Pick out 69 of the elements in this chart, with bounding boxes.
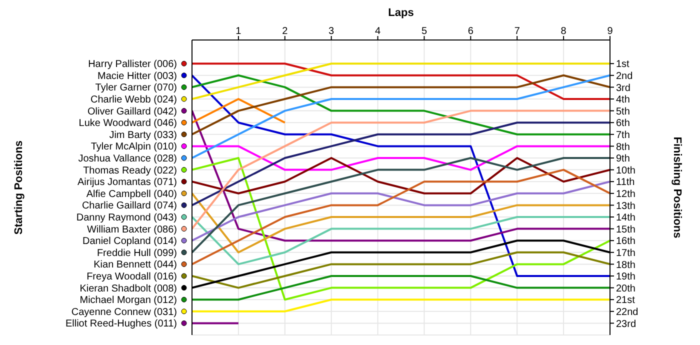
- legend-label: Thomas Ready (022): [83, 165, 177, 176]
- y2-tick-label: 19th: [616, 272, 636, 283]
- y2-tick-label: 8th: [616, 142, 630, 153]
- legend-label: Tyler Garner (070): [95, 82, 177, 94]
- y2-tick-label: 22nd: [616, 306, 638, 318]
- legend-label: Freya Woodall (016): [86, 272, 177, 282]
- legend-label: Airijus Jomantas (071): [78, 177, 177, 188]
- line-series: [192, 192, 610, 254]
- y2-tick-label: 12th: [616, 188, 636, 200]
- y2-tick-label: 13th: [616, 200, 636, 212]
- legend-label: Alfie Campbell (040): [86, 188, 177, 200]
- text: Starting Positions: [12, 140, 25, 235]
- y2-tick-label: 11th: [616, 177, 635, 188]
- x-tick-label: 7: [514, 26, 520, 37]
- legend-label: Cayenne Connew (031): [71, 306, 177, 318]
- legend-label: Jim Barty (033): [109, 130, 177, 141]
- x-tick-label: 3: [328, 26, 335, 37]
- x-tick-label: 1: [236, 26, 242, 37]
- line-series: [192, 74, 610, 136]
- x-tick-label: 2: [282, 26, 288, 37]
- legend-label: Freddie Hull (099): [96, 248, 177, 259]
- legend-label: Harry Pallister (006): [88, 59, 177, 70]
- line-series: [192, 168, 610, 266]
- legend-label: Joshua Vallance (028): [78, 154, 177, 164]
- x-tick-label: 4: [374, 26, 381, 37]
- legend-label: Luke Woodward (046): [78, 118, 177, 130]
- legend-label: Elliot Reed-Hughes (011): [65, 318, 177, 330]
- x-tick-label: 8: [560, 26, 567, 37]
- x-tick-label: 5: [421, 26, 428, 37]
- legend-label: Danny Raymond (043): [76, 212, 177, 224]
- y2-tick-label: 10th: [616, 165, 636, 176]
- y2-tick-label: 20th: [616, 283, 636, 294]
- legend-label: Daniel Copland (014): [82, 236, 177, 248]
- y2-tick-label: 2nd: [616, 70, 633, 82]
- line-series: [192, 216, 610, 266]
- legend-label: William Baxter (086): [86, 224, 177, 236]
- x-tick-label: 6: [468, 26, 474, 37]
- y2-tick-label: 6th: [616, 118, 630, 130]
- legend-label: Kieran Shadbolt (008): [80, 283, 177, 294]
- line-series: [192, 157, 610, 194]
- line-series: [192, 122, 610, 206]
- y2-tick-label: 21st: [616, 295, 636, 306]
- y2-tick-label: 16th: [616, 236, 636, 248]
- y2-tick-label: 7th: [616, 130, 630, 141]
- y2-tick-label: 15th: [616, 224, 636, 236]
- y2-tick-label: 23rd: [616, 318, 636, 330]
- y2-tick-label: 4th: [616, 94, 630, 106]
- y2-axis-title: Finishing Positions: [671, 136, 684, 238]
- legend-label: Kian Bennett (044): [94, 260, 177, 271]
- y2-tick-label: 14th: [616, 212, 636, 224]
- legend-label: Charlie Gaillard (074): [82, 200, 177, 212]
- y2-tick-label: 5th: [616, 106, 630, 118]
- y2-tick-label: 3rd: [616, 82, 630, 94]
- line-series: [192, 157, 610, 254]
- x-tick-label: 9: [607, 26, 614, 37]
- y2-tick-label: 17th: [616, 248, 636, 259]
- y2-tick-label: 9th: [616, 154, 630, 165]
- legend-label: Oliver Gaillard (042): [88, 106, 177, 118]
- legend-label: Charlie Webb (024): [90, 94, 177, 106]
- line-series: [192, 74, 610, 159]
- line-series: [192, 180, 610, 242]
- y2-tick-label: 18th: [616, 260, 636, 271]
- x-axis-title: Laps: [388, 6, 414, 19]
- legend-label: Macie Hitter (003): [98, 70, 177, 82]
- y2-tick-label: 1st: [616, 59, 630, 70]
- line-series: [192, 74, 610, 277]
- legend-label: Tyler McAlpin (010): [90, 142, 177, 153]
- line-series: [192, 251, 610, 289]
- legend-label: Michael Morgan (012): [80, 295, 177, 306]
